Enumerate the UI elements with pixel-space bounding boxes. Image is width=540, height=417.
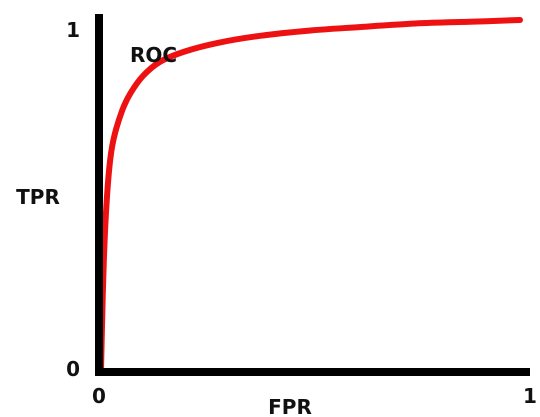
x-axis-title: FPR (268, 395, 312, 417)
x-tick-label-min: 0 (92, 384, 106, 408)
roc-curve-label: ROC (130, 43, 177, 67)
y-tick-label-min: 0 (66, 357, 80, 381)
x-tick-label-max: 1 (523, 384, 537, 408)
y-tick-label-max: 1 (66, 18, 80, 42)
roc-curve-line (98, 17, 523, 373)
y-axis-title: TPR (16, 185, 60, 209)
